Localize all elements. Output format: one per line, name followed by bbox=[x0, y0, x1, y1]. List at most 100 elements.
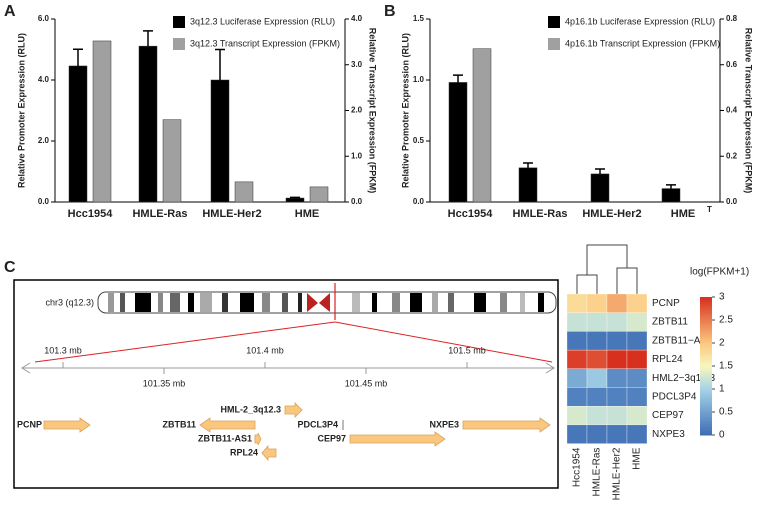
error-bar bbox=[666, 184, 676, 189]
colorbar-segment bbox=[700, 409, 712, 413]
gene-arrow bbox=[43, 417, 91, 433]
row-label: ZBTB11 bbox=[652, 317, 688, 328]
y2-tick-label: 3.0 bbox=[351, 60, 363, 69]
colorbar-segment bbox=[700, 384, 712, 388]
colorbar-segment bbox=[700, 356, 712, 360]
heatmap-cell bbox=[586, 424, 608, 444]
colorbar-segment bbox=[700, 363, 712, 367]
colorbar-segment bbox=[700, 389, 712, 392]
legend-label: 4p16.1b Transcript Expression (FPKM) bbox=[565, 38, 720, 48]
colorbar-segment bbox=[700, 375, 712, 378]
error-bar bbox=[523, 162, 533, 168]
colorbar-segment bbox=[700, 400, 712, 404]
gene-arrow bbox=[199, 417, 256, 433]
colorbar-segment bbox=[700, 418, 712, 422]
colorbar-segment bbox=[700, 310, 712, 314]
colorbar-segment bbox=[700, 428, 712, 431]
gene-label: RPL24 bbox=[230, 447, 258, 457]
x-tick-label: HMLE-Her2 bbox=[202, 208, 261, 220]
colorbar-segment bbox=[700, 372, 712, 376]
gene-arrow bbox=[349, 431, 446, 447]
row-label: RPL24 bbox=[652, 354, 683, 365]
colorbar-segment bbox=[700, 421, 712, 424]
colorbar-tick-label: 1 bbox=[719, 384, 725, 395]
legend-swatch bbox=[173, 16, 185, 28]
gene-mark bbox=[342, 420, 344, 430]
heatmap-cell bbox=[606, 349, 628, 369]
colorbar-segment bbox=[700, 379, 712, 383]
heatmap-cell bbox=[586, 331, 608, 351]
bar bbox=[285, 197, 305, 203]
gene-label: ZBTB11-AS1 bbox=[198, 433, 252, 443]
legend-swatch bbox=[173, 38, 185, 50]
colorbar-segment bbox=[700, 425, 712, 429]
annotation: T bbox=[707, 205, 712, 214]
heatmap-cell bbox=[566, 293, 588, 313]
row-label: ZBTB11−AS1 bbox=[652, 335, 713, 346]
colorbar-segment bbox=[700, 391, 712, 395]
gene-label: HML-2_3q12.3 bbox=[220, 404, 281, 414]
colorbar-segment bbox=[700, 368, 712, 372]
bar bbox=[68, 65, 88, 203]
panel-label: C bbox=[4, 259, 16, 276]
colorbar-segment bbox=[700, 336, 712, 339]
y-tick-label: 0.0 bbox=[413, 197, 425, 206]
colorbar-segment bbox=[700, 402, 712, 406]
colorbar-segment bbox=[700, 412, 712, 415]
colorbar-tick-label: 2.5 bbox=[719, 315, 733, 326]
colorbar-segment bbox=[700, 308, 712, 312]
colorbar-segment bbox=[700, 297, 712, 300]
dendrogram bbox=[576, 244, 638, 294]
heatmap-cell bbox=[586, 387, 608, 407]
legend-label: 3q12.3 Transcript Expression (FPKM) bbox=[190, 38, 340, 48]
heatmap-cell bbox=[586, 293, 608, 313]
colorbar-segment bbox=[700, 347, 712, 351]
legend-swatch bbox=[548, 16, 560, 28]
scale-label: 101.3 mb bbox=[44, 345, 82, 355]
y2-tick-label: 0.4 bbox=[726, 106, 738, 115]
colorbar-segment bbox=[700, 354, 712, 358]
colorbar-segment bbox=[700, 366, 712, 369]
bar bbox=[162, 119, 182, 203]
bar bbox=[210, 79, 230, 203]
legend-label: 4p16.1b Luciferase Expression (RLU) bbox=[565, 16, 715, 26]
heatmap-cell bbox=[606, 312, 628, 332]
row-label: PDCL3P4 bbox=[652, 391, 697, 402]
error-bar bbox=[73, 48, 83, 66]
colorbar-segment bbox=[700, 301, 712, 305]
y-tick-label: 1.0 bbox=[413, 75, 425, 84]
heatmap-cell bbox=[566, 424, 588, 444]
gene-label: NXPE3 bbox=[429, 419, 459, 429]
heatmap-cell bbox=[566, 368, 588, 388]
gene-label: ZBTB11 bbox=[162, 419, 196, 429]
heatmap-cell bbox=[566, 312, 588, 332]
y-tick-label: 2.0 bbox=[38, 136, 50, 145]
heatmap-cell bbox=[626, 312, 648, 332]
bar bbox=[518, 167, 538, 203]
error-bar bbox=[595, 168, 605, 174]
gene-arrow bbox=[261, 444, 277, 462]
y2-tick-label: 0.2 bbox=[726, 151, 738, 160]
colorbar-segment bbox=[700, 430, 712, 434]
colorbar-segment bbox=[700, 340, 712, 344]
colorbar-tick-label: 1.5 bbox=[719, 361, 733, 372]
colorbar-segment bbox=[700, 349, 712, 353]
heatmap-cell bbox=[566, 406, 588, 426]
colorbar-segment bbox=[700, 343, 712, 346]
colorbar-segment bbox=[700, 324, 712, 328]
colorbar-segment bbox=[700, 398, 712, 401]
y-tick-label: 4.0 bbox=[38, 75, 50, 84]
colorbar-segment bbox=[700, 313, 712, 316]
x-tick-label: HME bbox=[671, 208, 695, 220]
heatmap-cell bbox=[566, 387, 588, 407]
colorbar-segment bbox=[700, 393, 712, 397]
bar bbox=[448, 82, 468, 203]
heatmap-cell bbox=[606, 406, 628, 426]
heatmap-cell bbox=[586, 312, 608, 332]
legend-swatch bbox=[548, 38, 560, 50]
y-tick-label: 0.0 bbox=[38, 197, 50, 206]
x-tick-label: Hcc1954 bbox=[448, 208, 494, 220]
gene-label: PCNP bbox=[17, 419, 42, 429]
colorbar-segment bbox=[700, 416, 712, 420]
